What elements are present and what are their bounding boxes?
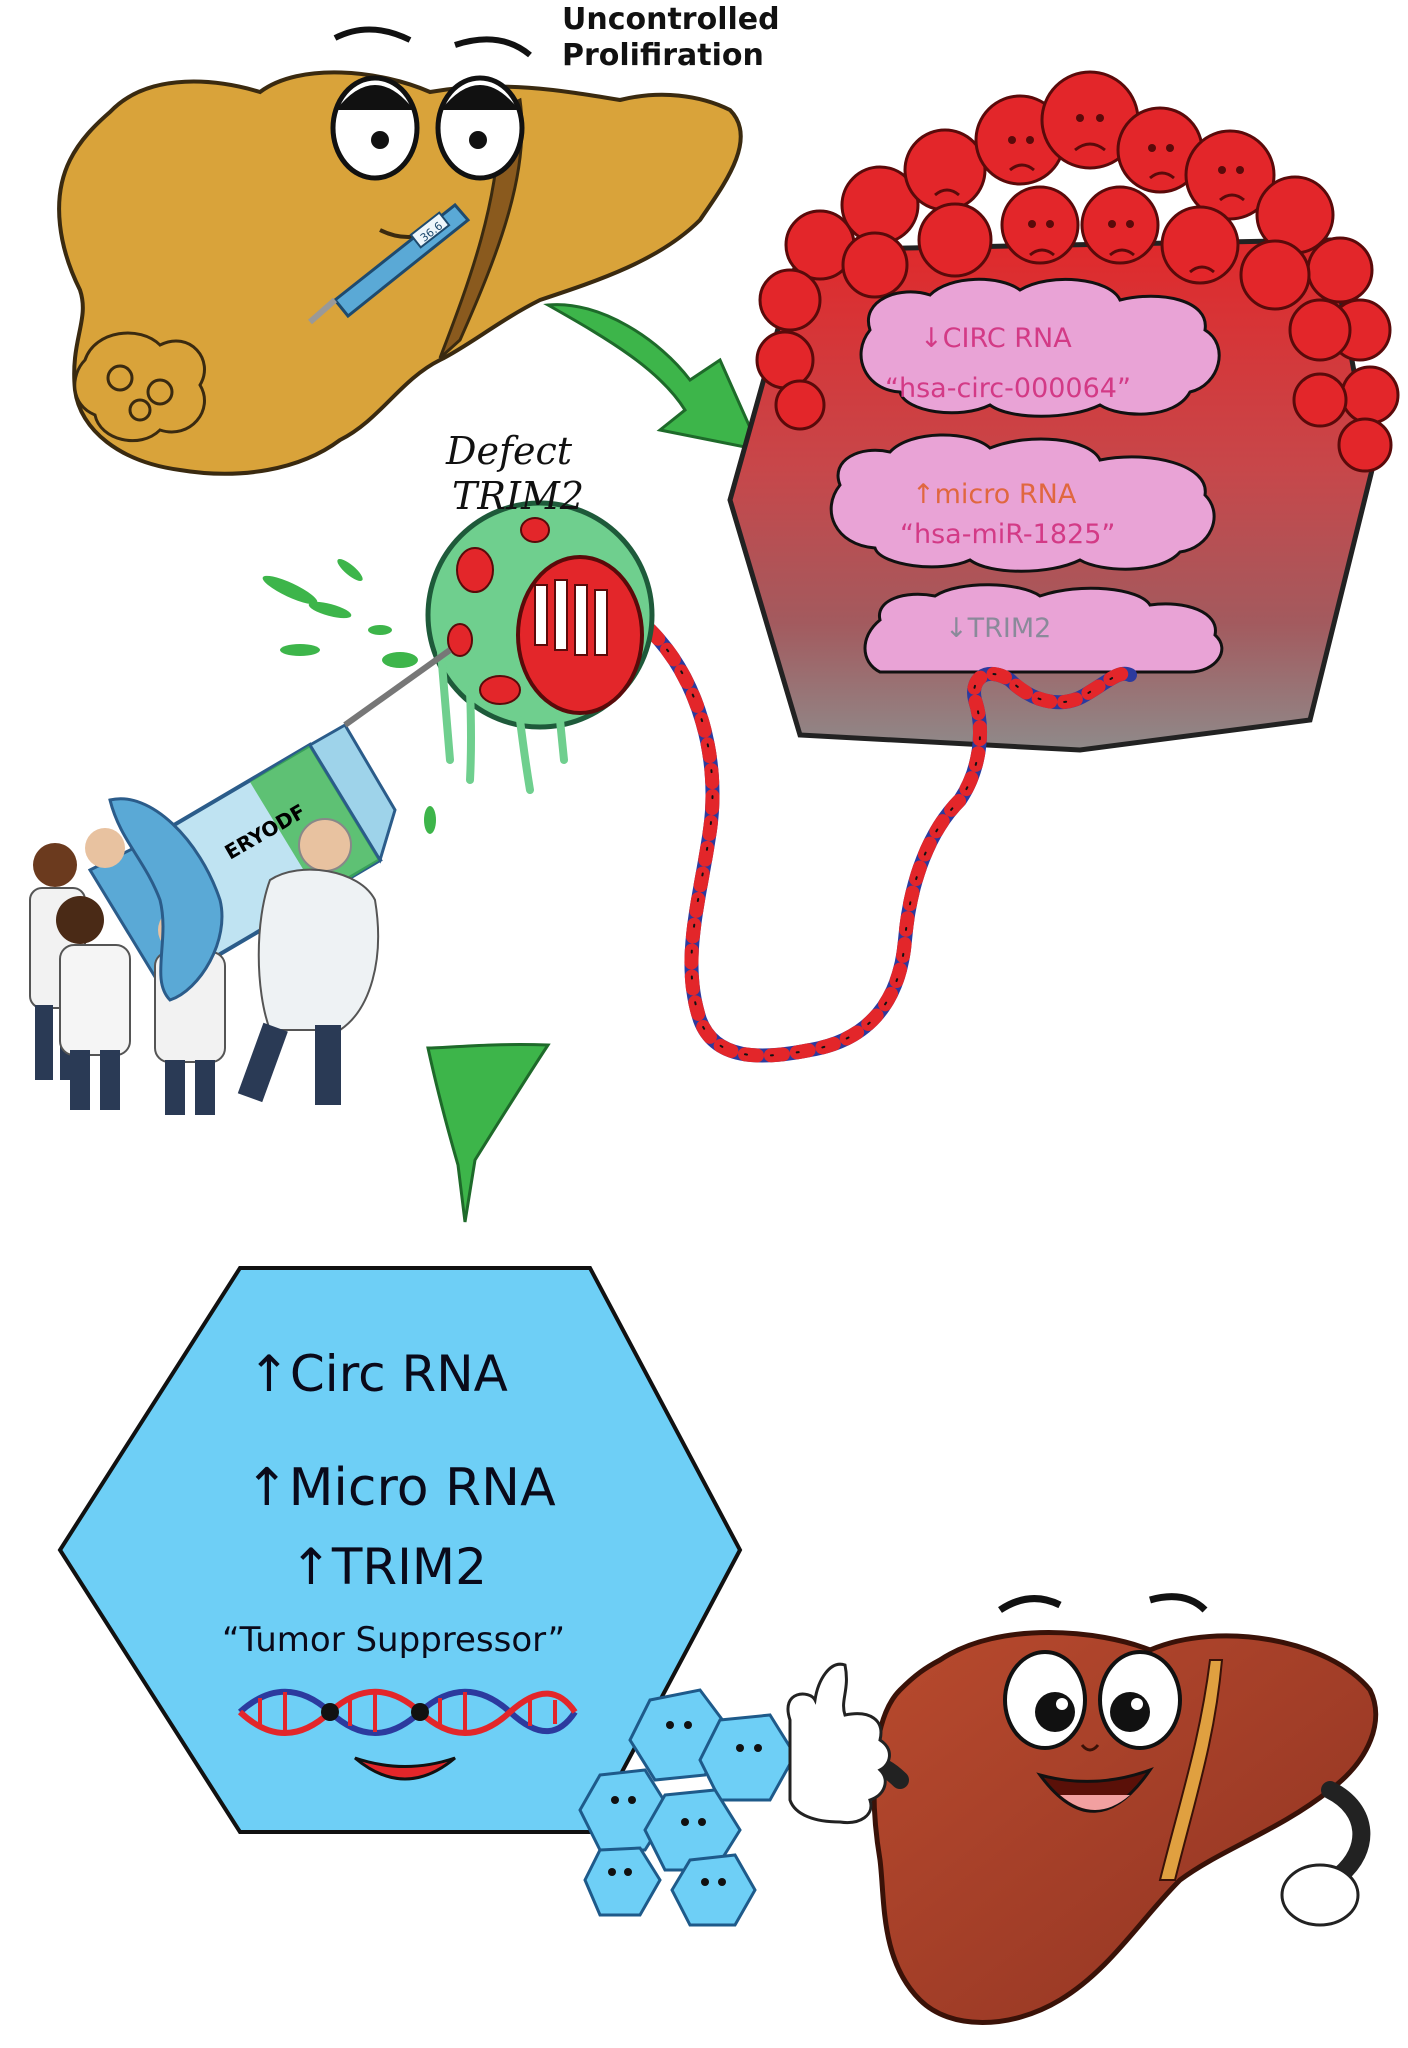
cloud3-line1: ↓TRIM2: [945, 613, 1052, 644]
arrow-to-tumor: [543, 303, 763, 453]
dna-strand-icon: [643, 623, 1137, 1063]
smiling-dna-icon: [237, 1688, 578, 1781]
blue-cells-faces: [608, 1721, 762, 1886]
healthy-liver-icon: [841, 1593, 1379, 2025]
defective-cell-icon: [425, 500, 655, 794]
defect-title-line2: TRIM2: [452, 474, 585, 518]
cloud1-line1: ↓CIRC RNA: [920, 323, 1072, 354]
defect-title-line1: Defect: [446, 429, 573, 473]
hex-line-circ-rna: ↑Circ RNA: [248, 1345, 508, 1403]
tumor-icon: [727, 70, 1400, 753]
cloud2-line2: “hsa-miR-1825”: [900, 519, 1116, 550]
uncontrolled-title-line1: Uncontrolled: [562, 2, 780, 37]
cloud1-line2: “hsa-circ-000064”: [885, 373, 1131, 404]
arrow-down: [426, 1043, 551, 1223]
hex-caption-tumor-suppressor: “Tumor Suppressor”: [222, 1620, 566, 1660]
uncontrolled-title-line2: Prolifiration: [562, 38, 764, 73]
cloud2-line1: ↑micro RNA: [912, 479, 1077, 510]
hex-line-trim2: ↑TRIM2: [290, 1538, 487, 1596]
blue-cells-icon: [578, 1688, 797, 1927]
thumbs-up-icon: [786, 1662, 891, 1825]
scientists-icon: [29, 797, 380, 1115]
hex-line-micro-rna: ↑Micro RNA: [245, 1458, 556, 1518]
squirt-drops: [262, 559, 436, 834]
